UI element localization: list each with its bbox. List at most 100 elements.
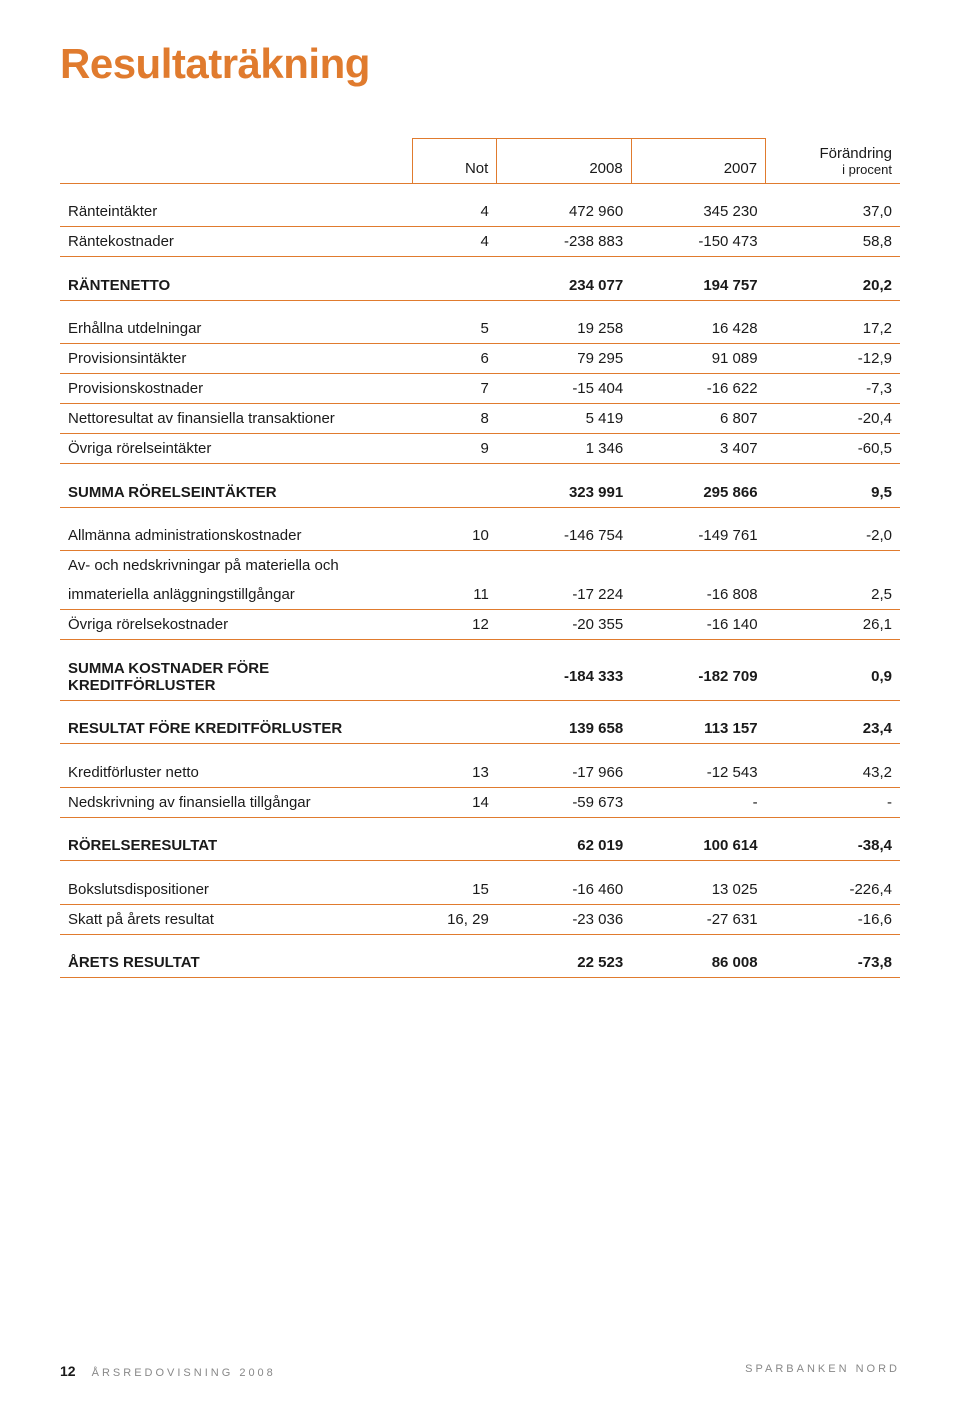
row-label: Av- och nedskrivningar på materiella och bbox=[60, 551, 413, 581]
row-chg: -226,4 bbox=[766, 875, 900, 905]
row-label: Provisionskostnader bbox=[60, 374, 413, 404]
col-change-sub: i procent bbox=[774, 162, 892, 177]
row-c2008: 19 258 bbox=[497, 314, 631, 344]
row-chg: 23,4 bbox=[766, 714, 900, 744]
row-label: SUMMA KOSTNADER FÖRE KREDITFÖRLUSTER bbox=[60, 654, 413, 701]
row-label: Ränteintäkter bbox=[60, 197, 413, 227]
row-c2007: 345 230 bbox=[631, 197, 765, 227]
row-2008: 22 523 bbox=[497, 948, 631, 978]
row-label: Bokslutsdispositioner bbox=[60, 875, 413, 905]
row-2007: 295 866 bbox=[631, 478, 765, 508]
row-chg: -20,4 bbox=[766, 404, 900, 434]
row-c2007 bbox=[631, 551, 765, 581]
footer-left: 12 ÅRSREDOVISNING 2008 bbox=[60, 1363, 276, 1379]
row-chg bbox=[766, 551, 900, 581]
row-not: 14 bbox=[413, 787, 497, 817]
row-c2007: 3 407 bbox=[631, 434, 765, 464]
row-2007: 194 757 bbox=[631, 271, 765, 301]
row-not bbox=[413, 654, 497, 701]
summa-kostnader-row: SUMMA KOSTNADER FÖRE KREDITFÖRLUSTER -18… bbox=[60, 654, 900, 701]
row-label: Övriga rörelsekostnader bbox=[60, 610, 413, 640]
row-not: 11 bbox=[413, 580, 497, 610]
row-not bbox=[413, 271, 497, 301]
row-label: RÖRELSERESULTAT bbox=[60, 831, 413, 861]
table-row: Skatt på årets resultat16, 29-23 036-27 … bbox=[60, 904, 900, 934]
row-chg: -2,0 bbox=[766, 521, 900, 551]
row-chg: -60,5 bbox=[766, 434, 900, 464]
row-label: Erhållna utdelningar bbox=[60, 314, 413, 344]
row-not bbox=[413, 551, 497, 581]
row-label: RÄNTENETTO bbox=[60, 271, 413, 301]
income-statement-table: Not 2008 2007 Förändring i procent Ränte… bbox=[60, 138, 900, 978]
table-header-row: Not 2008 2007 Förändring i procent bbox=[60, 139, 900, 184]
row-2007: -182 709 bbox=[631, 654, 765, 701]
row-chg: -12,9 bbox=[766, 344, 900, 374]
row-2008: 234 077 bbox=[497, 271, 631, 301]
row-label: Allmänna administrationskostnader bbox=[60, 521, 413, 551]
table-row: Kreditförluster netto13-17 966-12 54343,… bbox=[60, 758, 900, 788]
row-not: 16, 29 bbox=[413, 904, 497, 934]
table-row: Provisionskostnader7-15 404-16 622-7,3 bbox=[60, 374, 900, 404]
col-change: Förändring i procent bbox=[766, 139, 900, 184]
row-c2008: 5 419 bbox=[497, 404, 631, 434]
table-row: Allmänna administrationskostnader10-146 … bbox=[60, 521, 900, 551]
row-not bbox=[413, 478, 497, 508]
row-2007: 113 157 bbox=[631, 714, 765, 744]
page-title: Resultaträkning bbox=[60, 40, 900, 88]
row-label: Provisionsintäkter bbox=[60, 344, 413, 374]
row-c2008: -59 673 bbox=[497, 787, 631, 817]
row-c2007: -16 622 bbox=[631, 374, 765, 404]
row-c2008: -17 224 bbox=[497, 580, 631, 610]
row-c2008: -17 966 bbox=[497, 758, 631, 788]
row-chg: 9,5 bbox=[766, 478, 900, 508]
row-c2007: -12 543 bbox=[631, 758, 765, 788]
summa-rorelseintakter-row: SUMMA RÖRELSEINTÄKTER 323 991 295 866 9,… bbox=[60, 478, 900, 508]
row-chg: 37,0 bbox=[766, 197, 900, 227]
row-not bbox=[413, 948, 497, 978]
col-2008: 2008 bbox=[497, 139, 631, 184]
table-row: Nedskrivning av finansiella tillgångar14… bbox=[60, 787, 900, 817]
row-chg: 2,5 bbox=[766, 580, 900, 610]
row-chg: 20,2 bbox=[766, 271, 900, 301]
row-c2007: -16 808 bbox=[631, 580, 765, 610]
col-2007: 2007 bbox=[631, 139, 765, 184]
row-chg: 26,1 bbox=[766, 610, 900, 640]
row-label: Nettoresultat av finansiella transaktion… bbox=[60, 404, 413, 434]
rantenetto-row: RÄNTENETTO 234 077 194 757 20,2 bbox=[60, 271, 900, 301]
row-2007: 100 614 bbox=[631, 831, 765, 861]
row-c2007: -27 631 bbox=[631, 904, 765, 934]
row-chg: 43,2 bbox=[766, 758, 900, 788]
row-not bbox=[413, 714, 497, 744]
row-not: 10 bbox=[413, 521, 497, 551]
col-change-text: Förändring bbox=[819, 145, 892, 162]
row-chg: - bbox=[766, 787, 900, 817]
row-c2008: -238 883 bbox=[497, 227, 631, 257]
row-label: Kreditförluster netto bbox=[60, 758, 413, 788]
page: Resultaträkning Not 2008 2007 Förändring… bbox=[0, 0, 960, 1407]
row-c2008: 472 960 bbox=[497, 197, 631, 227]
row-label: RESULTAT FÖRE KREDITFÖRLUSTER bbox=[60, 714, 413, 744]
row-not: 7 bbox=[413, 374, 497, 404]
table-row: immateriella anläggningstillgångar11-17 … bbox=[60, 580, 900, 610]
row-not bbox=[413, 831, 497, 861]
row-c2007: -16 140 bbox=[631, 610, 765, 640]
row-c2007: 91 089 bbox=[631, 344, 765, 374]
row-c2007: -150 473 bbox=[631, 227, 765, 257]
resultat-fore-kredit-row: RESULTAT FÖRE KREDITFÖRLUSTER 139 658 11… bbox=[60, 714, 900, 744]
row-2008: 62 019 bbox=[497, 831, 631, 861]
row-chg: -73,8 bbox=[766, 948, 900, 978]
table-row: Nettoresultat av finansiella transaktion… bbox=[60, 404, 900, 434]
col-not: Not bbox=[413, 139, 497, 184]
arets-resultat-row: ÅRETS RESULTAT 22 523 86 008 -73,8 bbox=[60, 948, 900, 978]
row-2008: 139 658 bbox=[497, 714, 631, 744]
row-label: Övriga rörelseintäkter bbox=[60, 434, 413, 464]
row-chg: 0,9 bbox=[766, 654, 900, 701]
row-c2007: -149 761 bbox=[631, 521, 765, 551]
row-c2007: 16 428 bbox=[631, 314, 765, 344]
row-chg: -7,3 bbox=[766, 374, 900, 404]
table-row: Av- och nedskrivningar på materiella och bbox=[60, 551, 900, 581]
row-c2008: -15 404 bbox=[497, 374, 631, 404]
row-label: Räntekostnader bbox=[60, 227, 413, 257]
row-not: 6 bbox=[413, 344, 497, 374]
row-chg: 58,8 bbox=[766, 227, 900, 257]
